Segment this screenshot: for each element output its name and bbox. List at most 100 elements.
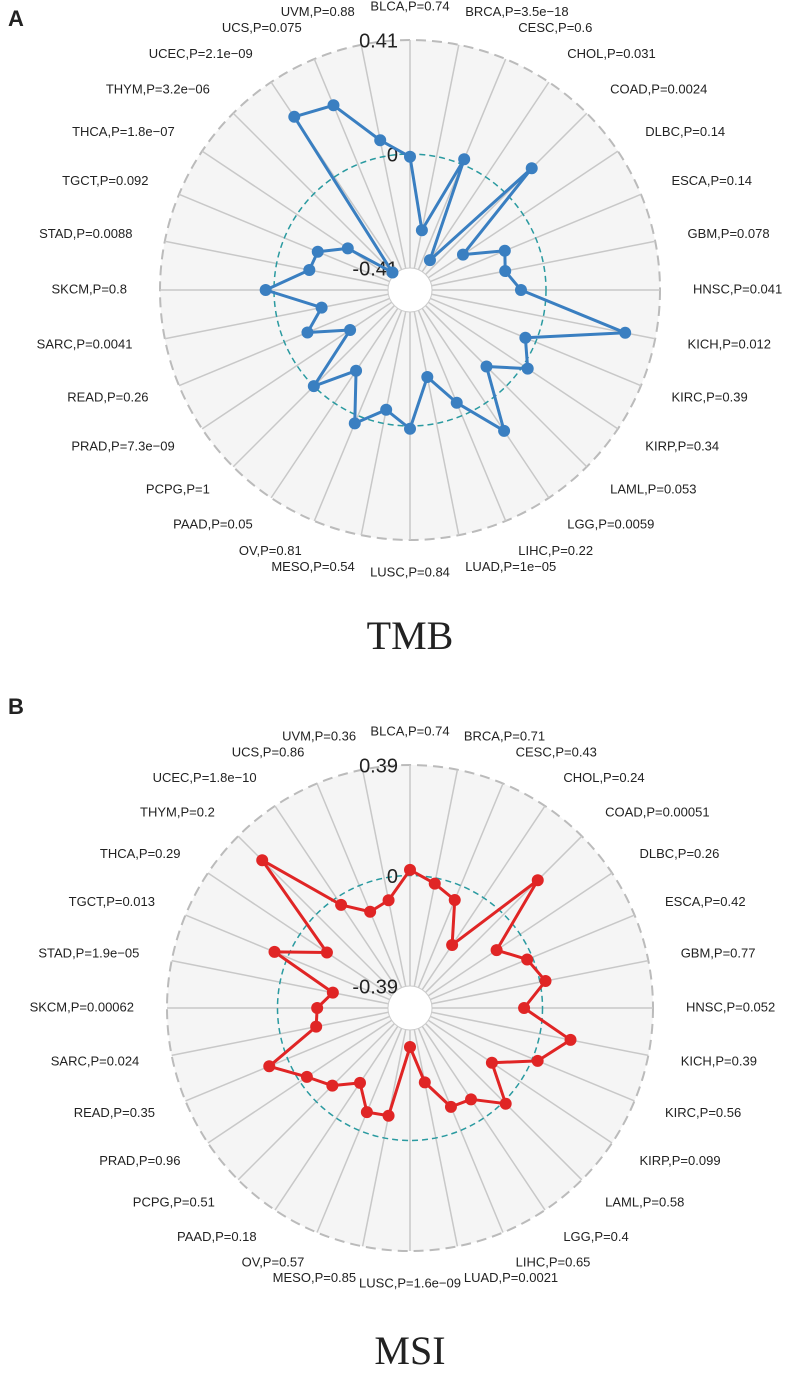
category-label: PCPG,P=1 xyxy=(146,482,210,497)
spoke xyxy=(425,305,588,468)
category-label: UCEC,P=2.1e−09 xyxy=(149,46,253,61)
spoke xyxy=(207,1019,393,1144)
category-label: LIHC,P=0.65 xyxy=(516,1254,591,1269)
point xyxy=(364,905,377,918)
category-label: SKCM,P=0.8 xyxy=(51,281,127,296)
point xyxy=(446,938,459,951)
point xyxy=(465,1093,478,1106)
category-label: COAD,P=0.0024 xyxy=(610,81,707,96)
point xyxy=(374,134,387,147)
category-label: KIRP,P=0.099 xyxy=(639,1153,720,1168)
spoke xyxy=(313,58,403,270)
category-label: LIHC,P=0.22 xyxy=(518,543,593,558)
category-label: PAAD,P=0.05 xyxy=(173,517,253,532)
category-label: UVM,P=0.36 xyxy=(282,729,356,744)
point xyxy=(311,1002,324,1014)
category-label: THYM,P=0.2 xyxy=(140,804,215,819)
point xyxy=(404,1041,416,1053)
point xyxy=(499,1097,512,1110)
point xyxy=(301,326,314,339)
point xyxy=(521,953,534,966)
chart-title: MSI xyxy=(374,1328,445,1373)
category-label: LGG,P=0.4 xyxy=(563,1229,628,1244)
category-label: THCA,P=1.8e−07 xyxy=(72,124,175,139)
category-label: PRAD,P=0.96 xyxy=(99,1153,180,1168)
point xyxy=(348,417,361,430)
point xyxy=(456,248,469,261)
category-label: TGCT,P=0.013 xyxy=(69,894,155,909)
spoke xyxy=(431,1011,649,1057)
point xyxy=(444,1100,457,1113)
category-label: KICH,P=0.39 xyxy=(681,1053,757,1068)
category-label: LUAD,P=0.0021 xyxy=(464,1270,558,1285)
category-label: DLBC,P=0.26 xyxy=(639,846,719,861)
point xyxy=(428,877,441,890)
point xyxy=(525,162,538,175)
point xyxy=(421,371,434,384)
point xyxy=(326,1079,339,1092)
category-label: GBM,P=0.078 xyxy=(688,226,770,241)
category-label: LAML,P=0.58 xyxy=(605,1195,684,1210)
r-tick-label: 0.39 xyxy=(359,755,398,777)
r-tick-label: 0.41 xyxy=(359,30,398,52)
point xyxy=(307,380,320,393)
point xyxy=(311,245,324,258)
spoke xyxy=(425,112,588,275)
category-label: KIRC,P=0.56 xyxy=(665,1105,741,1120)
point xyxy=(458,153,471,166)
point xyxy=(344,324,357,337)
category-label: STAD,P=0.0088 xyxy=(39,226,132,241)
category-label: HNSC,P=0.041 xyxy=(693,281,782,296)
point xyxy=(268,945,281,958)
spoke xyxy=(313,310,403,522)
category-label: SARC,P=0.0041 xyxy=(37,337,133,352)
point xyxy=(519,331,532,344)
r-tick-label: -0.39 xyxy=(352,976,398,998)
point xyxy=(341,242,354,255)
category-label: PRAD,P=7.3e−09 xyxy=(71,439,174,454)
category-label: PAAD,P=0.18 xyxy=(177,1229,257,1244)
point xyxy=(327,99,340,112)
point xyxy=(619,326,632,339)
category-label: MESO,P=0.54 xyxy=(271,559,354,574)
category-label: READ,P=0.35 xyxy=(74,1105,155,1120)
spoke xyxy=(413,311,460,536)
category-label: SKCM,P=0.00062 xyxy=(30,999,134,1014)
category-label: OV,P=0.81 xyxy=(239,543,302,558)
point xyxy=(259,284,272,296)
point xyxy=(303,263,316,276)
point xyxy=(350,364,363,377)
point xyxy=(564,1033,577,1046)
point xyxy=(485,1056,498,1069)
point xyxy=(531,1054,544,1067)
point xyxy=(300,1070,313,1083)
spoke xyxy=(274,1025,399,1211)
category-label: KIRP,P=0.34 xyxy=(645,439,719,454)
point xyxy=(418,1076,431,1089)
point xyxy=(256,854,269,867)
category-label: UCS,P=0.86 xyxy=(232,744,305,759)
category-label: HNSC,P=0.052 xyxy=(686,999,775,1014)
spoke xyxy=(417,1028,504,1233)
category-label: ESCA,P=0.14 xyxy=(671,173,752,188)
point xyxy=(263,1060,276,1073)
point xyxy=(326,986,339,999)
point xyxy=(514,284,527,296)
spoke xyxy=(274,805,399,991)
spoke xyxy=(425,835,583,993)
point xyxy=(450,396,463,409)
category-label: TGCT,P=0.092 xyxy=(62,173,148,188)
point xyxy=(353,1076,366,1089)
point xyxy=(480,360,493,373)
point xyxy=(335,898,348,911)
spoke xyxy=(185,914,390,1001)
point xyxy=(448,893,461,906)
panel-label: B xyxy=(8,694,24,719)
point xyxy=(360,1106,373,1119)
panel-label: A xyxy=(8,6,24,31)
category-label: SARC,P=0.024 xyxy=(51,1053,140,1068)
point xyxy=(498,424,511,437)
category-label: KIRC,P=0.39 xyxy=(671,390,747,405)
category-label: CHOL,P=0.031 xyxy=(567,46,656,61)
